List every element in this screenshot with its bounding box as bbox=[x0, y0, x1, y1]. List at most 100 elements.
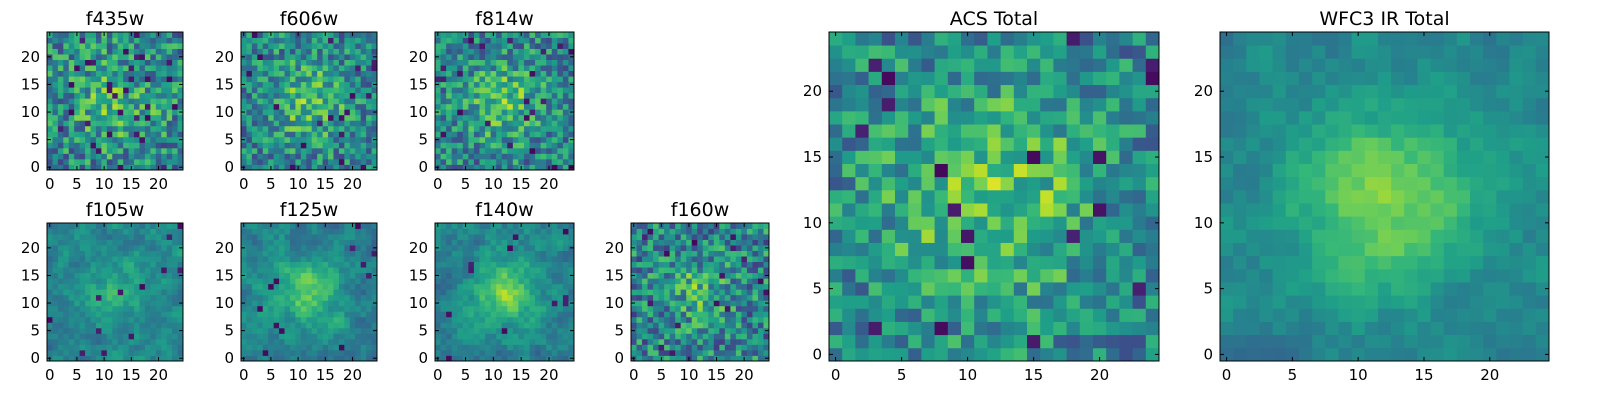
heatmap-cell bbox=[161, 109, 168, 116]
heatmap-cell bbox=[746, 355, 753, 362]
heatmap-cell bbox=[161, 153, 168, 160]
heatmap-cell bbox=[371, 120, 378, 127]
heatmap-cell bbox=[333, 103, 340, 110]
heatmap-cell bbox=[675, 305, 682, 312]
heatmap-cell bbox=[562, 43, 569, 49]
heatmap-cell bbox=[74, 294, 81, 301]
heatmap-cell bbox=[134, 283, 140, 290]
heatmap-cell bbox=[52, 239, 59, 246]
heatmap-cell bbox=[85, 109, 91, 116]
heatmap-cell bbox=[344, 87, 351, 94]
heatmap-cell bbox=[85, 59, 91, 66]
heatmap-cell bbox=[57, 338, 64, 345]
heatmap-cell bbox=[546, 65, 553, 72]
heatmap-cell bbox=[322, 48, 329, 55]
heatmap-cell bbox=[68, 48, 75, 55]
heatmap-cell bbox=[306, 311, 313, 318]
heatmap-cell bbox=[446, 92, 453, 99]
heatmap-cell bbox=[446, 48, 453, 55]
heatmap-cell bbox=[653, 300, 659, 307]
heatmap-cell bbox=[134, 147, 140, 154]
heatmap-cell bbox=[518, 81, 525, 88]
heatmap-cell bbox=[518, 327, 525, 334]
heatmap-cell bbox=[631, 333, 637, 340]
heatmap-cell bbox=[451, 333, 458, 340]
heatmap-cell bbox=[724, 344, 731, 351]
x-tick-label: 15 bbox=[122, 366, 141, 384]
heatmap-cell bbox=[246, 48, 253, 55]
heatmap-cell bbox=[322, 65, 329, 72]
heatmap-cell bbox=[551, 81, 558, 88]
heatmap-cell bbox=[306, 333, 313, 340]
heatmap-cell bbox=[90, 333, 97, 340]
heatmap-cell bbox=[262, 164, 269, 171]
heatmap-cell bbox=[462, 43, 469, 49]
heatmap-cell bbox=[529, 136, 536, 143]
heatmap-cell bbox=[57, 327, 64, 334]
heatmap-cell bbox=[507, 300, 514, 307]
heatmap-cell bbox=[360, 164, 367, 171]
heatmap-cell bbox=[257, 267, 264, 274]
heatmap-cell bbox=[440, 131, 447, 138]
heatmap-cell bbox=[735, 289, 742, 296]
heatmap-cell bbox=[57, 305, 64, 312]
heatmap-cell bbox=[653, 311, 659, 318]
heatmap-cell bbox=[123, 142, 129, 149]
heatmap-cell bbox=[540, 81, 547, 88]
heatmap-cell bbox=[117, 305, 124, 312]
heatmap-cell bbox=[713, 245, 720, 251]
heatmap-cell bbox=[79, 355, 86, 362]
heatmap-cell bbox=[144, 223, 151, 229]
heatmap-cell bbox=[52, 158, 59, 165]
heatmap-cell bbox=[144, 294, 151, 301]
heatmap-cell bbox=[366, 147, 372, 154]
heatmap-cell bbox=[507, 239, 514, 246]
heatmap-cell bbox=[166, 272, 173, 279]
heatmap-cell bbox=[123, 54, 129, 60]
panel-title: f435w bbox=[86, 8, 145, 30]
heatmap-cell bbox=[150, 87, 157, 94]
heatmap-cell bbox=[440, 239, 447, 246]
heatmap-cell bbox=[501, 59, 508, 66]
heatmap-cell bbox=[551, 316, 558, 323]
heatmap-cell bbox=[338, 70, 345, 77]
heatmap-cell bbox=[675, 272, 682, 279]
heatmap-cell bbox=[746, 338, 753, 345]
heatmap-cell bbox=[658, 327, 665, 334]
heatmap-cell bbox=[355, 70, 362, 77]
heatmap-cell bbox=[355, 76, 362, 83]
heatmap-cell bbox=[155, 333, 162, 340]
heatmap-cell bbox=[446, 234, 453, 240]
heatmap-cell bbox=[295, 250, 302, 257]
heatmap-cell bbox=[177, 114, 184, 121]
heatmap-cell bbox=[1013, 308, 1028, 322]
heatmap-cell bbox=[440, 245, 447, 251]
heatmap-cell bbox=[741, 305, 748, 312]
heatmap-cell bbox=[746, 316, 753, 323]
heatmap-cell bbox=[139, 48, 146, 55]
heatmap-cell bbox=[551, 228, 558, 235]
heatmap-cell bbox=[485, 322, 491, 329]
heatmap-cell bbox=[535, 125, 542, 132]
heatmap-cell bbox=[653, 228, 659, 235]
heatmap-cell bbox=[90, 54, 97, 60]
heatmap-cell bbox=[338, 338, 345, 345]
heatmap-cell bbox=[490, 300, 497, 307]
heatmap-cell bbox=[562, 164, 569, 171]
heatmap-cell bbox=[490, 278, 497, 285]
heatmap-cell bbox=[289, 261, 296, 268]
heatmap-cell bbox=[507, 305, 514, 312]
heatmap-cell bbox=[535, 338, 542, 345]
heatmap-cell bbox=[562, 245, 569, 251]
heatmap-cell bbox=[328, 81, 334, 88]
heatmap-cell bbox=[317, 48, 323, 55]
heatmap-cell bbox=[246, 322, 253, 329]
heatmap-cell bbox=[300, 327, 307, 334]
heatmap-cell bbox=[658, 250, 665, 257]
heatmap-cell bbox=[829, 229, 843, 243]
heatmap-cell bbox=[468, 234, 475, 240]
heatmap-cell bbox=[371, 37, 378, 44]
heatmap-cell bbox=[451, 316, 458, 323]
heatmap-cell bbox=[462, 125, 469, 132]
